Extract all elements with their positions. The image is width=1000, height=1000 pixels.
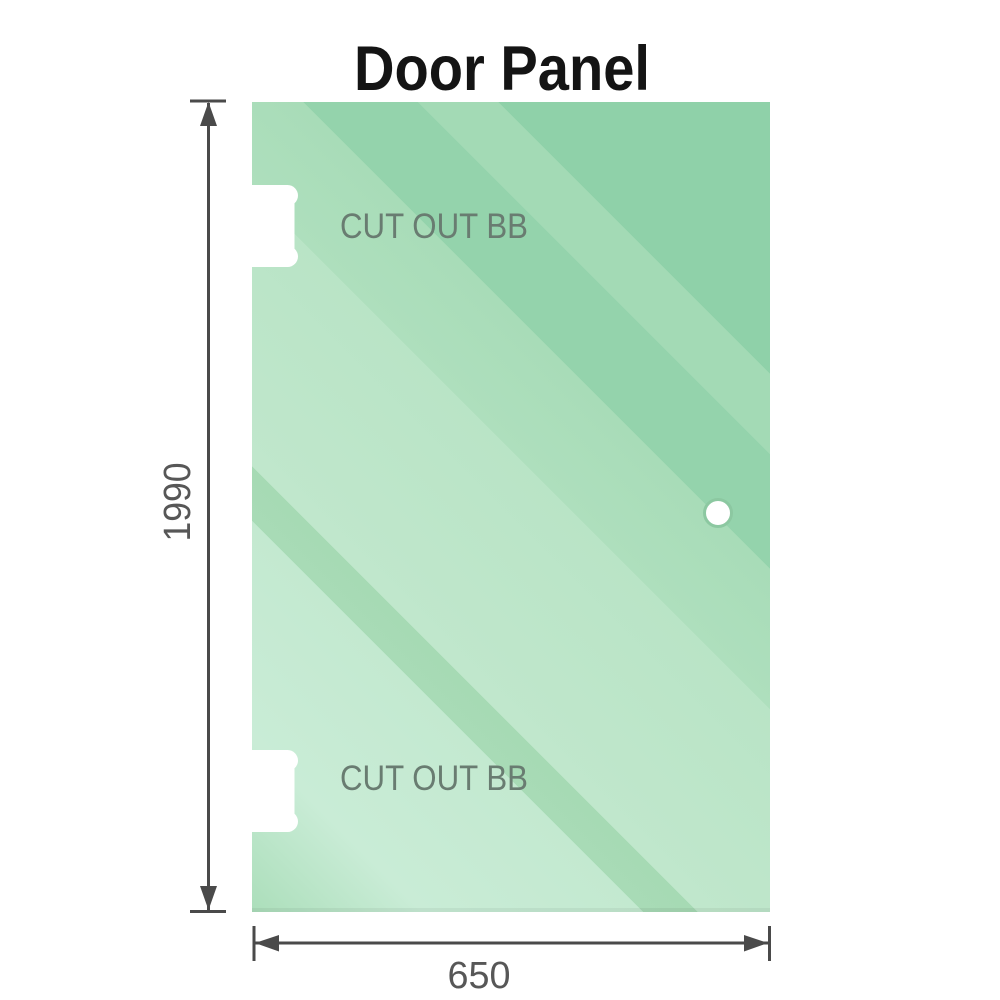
arrow-down-icon [200, 886, 217, 910]
glass-panel [252, 102, 770, 912]
hinge-cutout-top [240, 185, 298, 267]
width-dimension-value: 650 [448, 955, 511, 997]
arrow-left-icon [255, 935, 279, 952]
cutout-lobe-top [277, 750, 298, 771]
height-dimension-value: 1990 [157, 463, 199, 542]
cutout-label-bottom: CUT OUT BB [340, 759, 528, 798]
hinge-cutout-bottom [240, 750, 298, 832]
cutout-lobe-top [277, 185, 298, 206]
arrow-up-icon [200, 102, 217, 126]
arrow-right-icon [744, 935, 768, 952]
width-dimension: 650 [252, 926, 771, 997]
height-dimension: 1990 [157, 99, 226, 913]
handle-hole [703, 498, 733, 528]
cutout-label-top: CUT OUT BB [340, 207, 528, 246]
cutout-lobe-bottom [277, 246, 298, 267]
page-title: Door Panel [354, 34, 650, 104]
cutout-lobe-bottom [277, 811, 298, 832]
glass-panel-bottom-edge [252, 908, 770, 912]
